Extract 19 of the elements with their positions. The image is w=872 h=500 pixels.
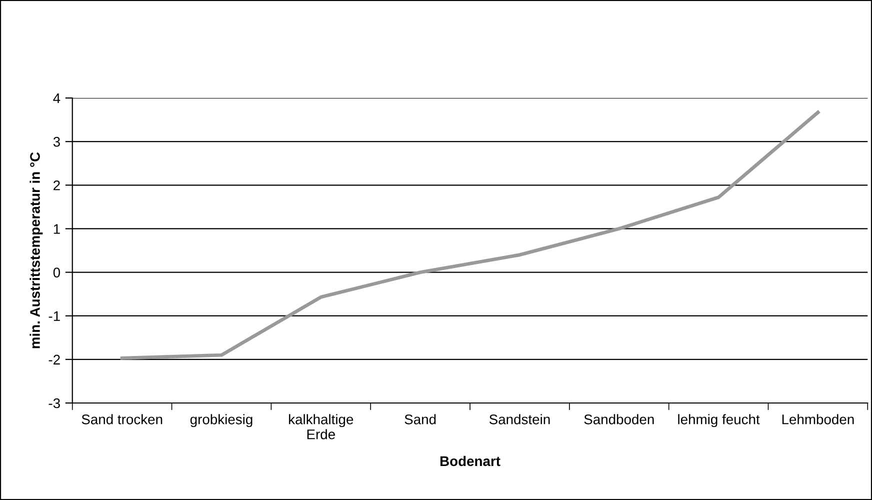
x-tick-label: Sand bbox=[404, 414, 436, 424]
x-tick-label: Sandstein bbox=[489, 414, 550, 424]
x-tick-label: Sandboden bbox=[584, 414, 654, 424]
y-tick-label: -1 bbox=[48, 311, 60, 321]
x-tick-label: Sand trocken bbox=[82, 414, 162, 424]
line-series bbox=[120, 110, 820, 360]
y-tick-label: -3 bbox=[48, 398, 60, 408]
y-tick-label: 3 bbox=[53, 136, 60, 147]
x-tick-label: kalkhaltige Erde bbox=[289, 414, 354, 440]
y-tick-label: 4 bbox=[53, 93, 60, 104]
x-tick-label: Lehmboden bbox=[782, 414, 854, 424]
x-tick-label: grobkiesig bbox=[190, 414, 252, 428]
x-tick-label: lehmig feucht bbox=[678, 414, 760, 428]
y-tick-label: 2 bbox=[54, 180, 60, 190]
y-tick-label: -2 bbox=[48, 354, 60, 364]
y-tick-label: 1 bbox=[54, 224, 60, 234]
y-axis-title: min. Austrittstemperatur in °C bbox=[30, 152, 43, 348]
y-tick-label: 0 bbox=[53, 268, 60, 278]
x-axis-title: Bodenart bbox=[440, 456, 500, 466]
